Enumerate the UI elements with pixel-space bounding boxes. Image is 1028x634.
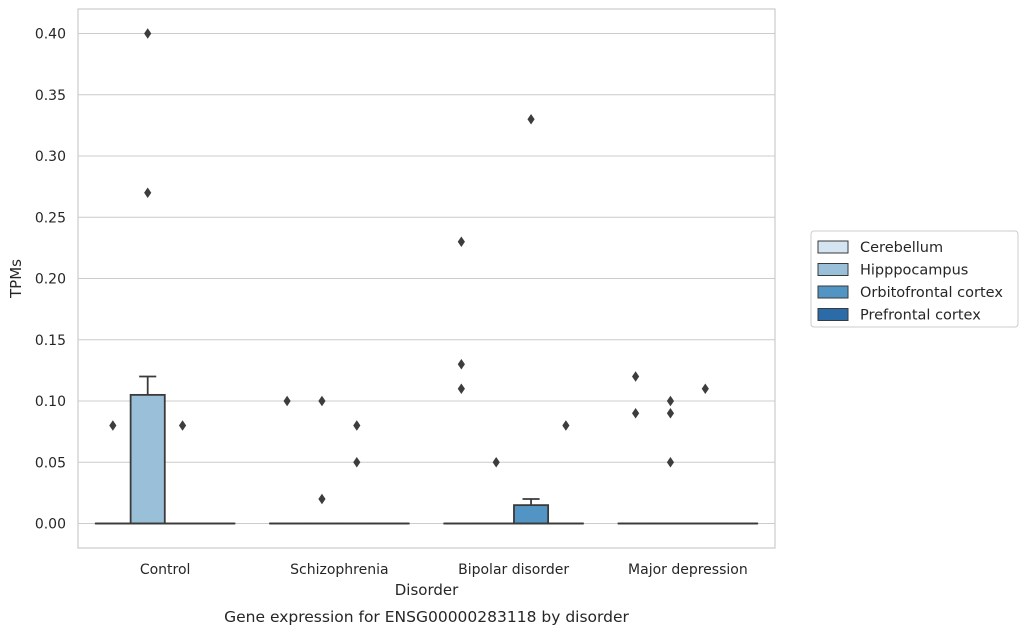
outlier-point xyxy=(109,420,117,431)
outlier-point xyxy=(666,457,675,468)
plot-frame xyxy=(77,8,776,549)
outlier-point xyxy=(353,457,361,468)
outlier-point xyxy=(178,420,187,431)
box-hipppocampus xyxy=(129,28,166,525)
legend-label: Prefrontal cortex xyxy=(860,308,981,324)
x-tick-labels: Control Schizophrenia Bipolar disorder Majo… xyxy=(140,562,748,578)
outlier-point xyxy=(527,114,535,125)
box-body xyxy=(513,504,550,525)
box-cerebellum xyxy=(617,371,654,525)
y-tick-labels: 0.00 0.05 0.10 0.15 0.20 0.25 0.30 0.35 0.40 xyxy=(35,27,66,533)
y-tick-label: 0.30 xyxy=(35,149,66,165)
y-tick-label: 0.35 xyxy=(35,88,66,104)
outlier-point xyxy=(632,408,640,419)
y-tick-label: 0.25 xyxy=(35,210,66,226)
box-cerebellum xyxy=(443,236,480,525)
legend-label: Hipppocampus xyxy=(860,263,968,279)
box-cerebellum xyxy=(269,395,306,525)
outlier-point xyxy=(632,371,640,382)
legend: Cerebellum Hipppocampus Orbitofrontal cort… xyxy=(810,230,1019,328)
x-tick-label: Control xyxy=(140,562,191,578)
x-tick-label: Schizophrenia xyxy=(290,562,388,578)
outlier-point xyxy=(283,395,291,407)
y-tick-label: 0.20 xyxy=(35,272,66,288)
outlier-point xyxy=(562,420,570,431)
y-tick-label: 0.40 xyxy=(35,27,66,43)
box-groups xyxy=(94,28,759,525)
box-prefrontal-cortex xyxy=(547,420,584,525)
outlier-point xyxy=(492,457,500,468)
y-tick-label: 0.00 xyxy=(35,517,66,533)
y-tick-label: 0.10 xyxy=(35,394,66,410)
legend-swatch xyxy=(817,308,849,321)
outlier-point xyxy=(318,493,326,505)
box-cerebellum xyxy=(94,420,131,525)
outlier-point xyxy=(457,359,465,370)
x-tick-label: Major depression xyxy=(628,562,748,578)
outlier-point xyxy=(318,395,326,407)
y-axis-label: TPMs xyxy=(7,259,25,299)
chart-caption: Gene expression for ENSG00000283118 by d… xyxy=(224,608,629,626)
box-hipppocampus xyxy=(478,457,515,525)
legend-frame xyxy=(810,230,1019,328)
box-hipppocampus xyxy=(303,395,340,525)
box-hipppocampus xyxy=(652,395,689,525)
box-orbitofrontal-cortex xyxy=(513,114,550,525)
legend-swatch xyxy=(817,263,849,276)
box-orbitofrontal-cortex xyxy=(164,420,201,525)
box-body xyxy=(129,393,166,525)
box-orbitofrontal-cortex xyxy=(687,383,724,525)
outlier-point xyxy=(457,236,465,247)
outlier-point xyxy=(144,28,152,39)
y-tick-label: 0.15 xyxy=(35,333,66,349)
outlier-point xyxy=(457,383,465,394)
legend-swatch xyxy=(817,240,849,254)
outlier-point xyxy=(666,408,675,419)
outlier-point xyxy=(353,420,361,431)
outlier-point xyxy=(144,187,152,198)
y-gridlines xyxy=(78,32,775,525)
outlier-point xyxy=(666,395,675,407)
y-tick-label: 0.05 xyxy=(35,455,66,471)
legend-label: Cerebellum xyxy=(860,240,943,256)
legend-swatch xyxy=(817,285,849,299)
x-tick-label: Bipolar disorder xyxy=(458,562,569,578)
box-orbitofrontal-cortex xyxy=(338,420,375,525)
outlier-point xyxy=(701,383,709,394)
legend-label: Orbitofrontal cortex xyxy=(860,285,1003,301)
x-axis-label: Disorder xyxy=(395,581,459,599)
